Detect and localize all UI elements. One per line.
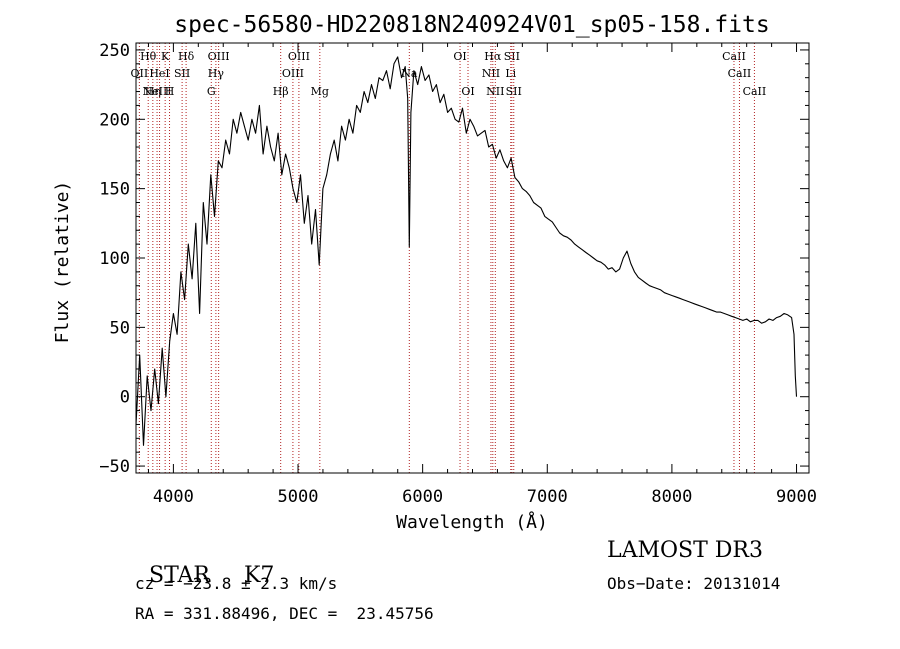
line-marker-label-3: NeIII <box>142 85 171 98</box>
series-group <box>135 56 798 446</box>
line-marker-label-15: Mg <box>311 85 329 98</box>
line-markers: OIIHθHηNeIIIHeIKHSIIHδGHγOIIIHβOIIIOIIIM… <box>131 43 767 473</box>
line-marker-label-0: OII <box>131 67 149 80</box>
x-tick-label-5: 9000 <box>776 487 817 507</box>
line-marker-label-4: HeI <box>149 67 169 80</box>
line-marker-label-26: CaII <box>728 67 752 80</box>
line-marker-label-17: OI <box>453 50 466 63</box>
line-marker-label-21: NII <box>486 85 504 98</box>
y-tick-label-5: 200 <box>99 110 130 130</box>
line-marker-label-5: K <box>161 50 170 63</box>
line-marker-label-11: OIII <box>208 50 230 63</box>
x-tick-label-1: 5000 <box>278 487 319 507</box>
line-marker-label-10: Hγ <box>208 67 225 80</box>
x-axis: 4000 5000 6000 7000 8000 9000 <box>147 43 817 507</box>
line-marker-label-13: OIII <box>282 67 304 80</box>
y-tick-label-3: 100 <box>99 249 130 269</box>
line-marker-label-22: Li <box>505 67 516 80</box>
line-marker-label-18: OI <box>461 85 474 98</box>
x-tick-label-3: 7000 <box>527 487 568 507</box>
y-tick-label-2: 50 <box>110 318 130 338</box>
line-marker-label-1: Hθ <box>140 50 157 63</box>
line-marker-label-23: SII <box>504 50 520 63</box>
series-line-0 <box>135 56 798 446</box>
object-subclass: K7 <box>244 563 275 588</box>
line-marker-label-14: OIII <box>288 50 310 63</box>
coordinates-line: RA = 331.88496, DEC = 23.45756 <box>135 604 434 623</box>
line-marker-label-7: SII <box>174 67 190 80</box>
object-class: STAR <box>149 563 210 588</box>
redshift-line: cz = −23.8 ± 2.3 km/s <box>135 574 338 593</box>
y-tick-label-6: 250 <box>99 41 130 61</box>
y-tick-label-4: 150 <box>99 180 130 200</box>
y-axis-label: Flux (relative) <box>52 181 73 344</box>
line-marker-label-19: NII <box>482 67 500 80</box>
observation-date: Obs−Date: 20131014 <box>607 574 781 593</box>
line-marker-label-25: CaII <box>722 50 746 63</box>
line-marker-label-12: Hβ <box>273 85 289 98</box>
line-marker-label-20: Hα <box>484 50 502 63</box>
x-tick-label-2: 6000 <box>402 487 443 507</box>
x-axis-label: Wavelength (Å) <box>396 511 548 533</box>
line-marker-label-6: H <box>165 85 175 98</box>
chart-title: spec-56580-HD220818N240924V01_sp05-158.f… <box>174 12 769 38</box>
y-tick-label-1: 0 <box>120 388 130 408</box>
line-marker-label-24: SII <box>506 85 522 98</box>
line-marker-label-27: CaII <box>743 85 767 98</box>
object-class-block: STAR K7 <box>135 538 274 588</box>
line-marker-label-9: G <box>207 85 216 98</box>
x-tick-label-0: 4000 <box>153 487 194 507</box>
survey-name: LAMOST DR3 <box>607 538 763 563</box>
y-axis: −50 0 50 100 150 200 250 <box>99 41 809 477</box>
plot-frame <box>135 42 810 474</box>
line-marker-label-8: Hδ <box>178 50 195 63</box>
y-tick-label-0: −50 <box>99 457 130 477</box>
x-tick-label-4: 8000 <box>651 487 692 507</box>
